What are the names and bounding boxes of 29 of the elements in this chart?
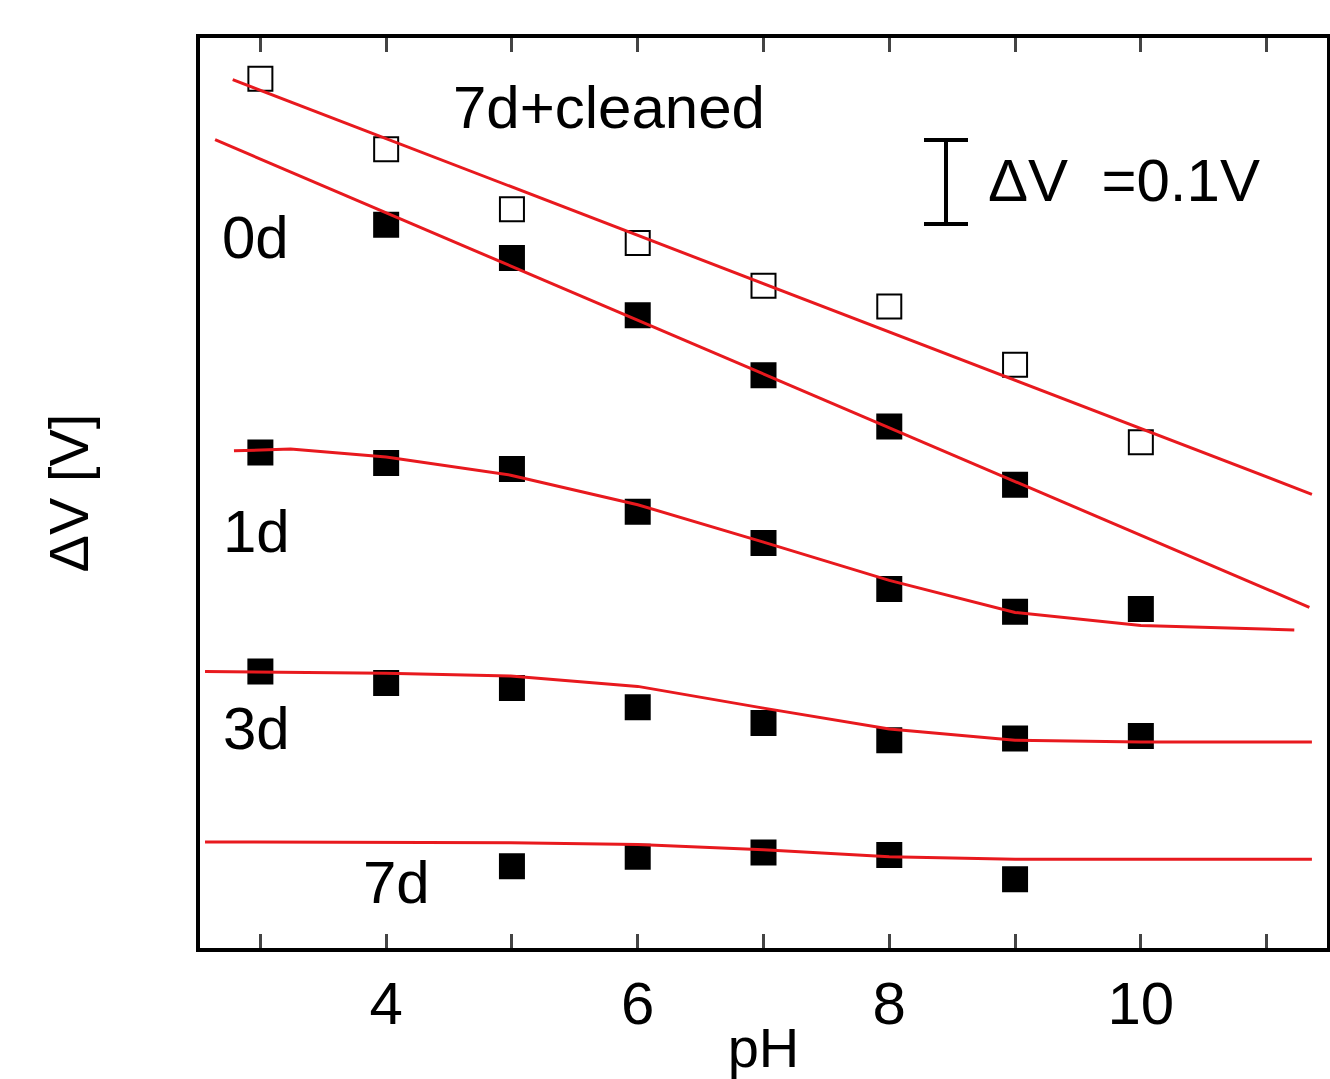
- point: [373, 136, 400, 163]
- point: [876, 293, 903, 320]
- point: [373, 211, 400, 238]
- point: [1127, 596, 1154, 623]
- point: [876, 727, 903, 754]
- annotation: ΔV =0.1V: [988, 147, 1260, 214]
- series-label: 3d: [223, 695, 290, 762]
- x-tick-label: 4: [369, 970, 403, 1037]
- point: [498, 196, 525, 223]
- point: [1127, 429, 1154, 456]
- series-label: 0d: [222, 204, 289, 271]
- x-tick-label: 10: [1107, 970, 1175, 1037]
- point: [624, 694, 651, 721]
- point: [624, 843, 651, 870]
- series-label: 1d: [223, 498, 290, 565]
- x-tick-label: 8: [872, 970, 906, 1037]
- y-axis-title: ΔV [V]: [37, 413, 101, 573]
- x-tick-label: 6: [621, 970, 655, 1037]
- point: [1002, 866, 1029, 893]
- point: [498, 675, 525, 702]
- point: [624, 230, 651, 257]
- point: [750, 272, 777, 299]
- x-axis-title: pH: [727, 1016, 800, 1079]
- series-label: 7d+cleaned: [453, 74, 765, 141]
- point: [750, 709, 777, 736]
- point: [498, 853, 525, 880]
- point: [247, 65, 274, 92]
- series-label: 7d: [363, 849, 430, 916]
- point: [1002, 351, 1029, 378]
